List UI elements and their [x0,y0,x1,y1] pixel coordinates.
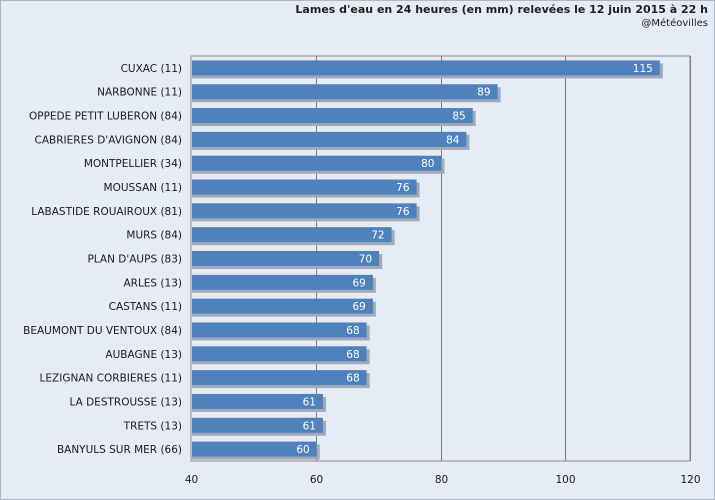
bar [192,84,498,100]
chart-credit: @Météovilles [641,18,708,29]
bar [192,227,392,243]
bar [192,346,367,362]
category-label: NARBONNE (11) [97,87,182,99]
bar-value-label: 80 [421,158,434,170]
bar-value-label: 76 [396,206,410,218]
category-label: ARLES (13) [123,277,182,289]
bar-value-label: 68 [346,325,359,337]
bar-value-label: 84 [446,134,460,146]
x-tick-label: 100 [555,474,575,486]
category-label: LABASTIDE ROUAIROUX (81) [31,206,182,218]
bar [192,441,317,457]
category-label: BEAUMONT DU VENTOUX (84) [23,325,182,337]
category-label: CABRIERES D'AVIGNON (84) [35,134,182,146]
bar-value-label: 69 [353,301,366,313]
x-tick-label: 60 [310,474,323,486]
bar-value-label: 68 [346,349,359,361]
bar-value-label: 76 [396,182,410,194]
bar [192,179,417,195]
bar [192,417,323,433]
category-label: MOUSSAN (11) [104,182,182,194]
bar-value-label: 68 [346,373,359,385]
category-label: LA DESTROUSSE (13) [69,396,182,408]
bar-value-label: 89 [477,87,490,99]
category-label: MONTPELLIER (34) [84,158,182,170]
category-label: PLAN D'AUPS (83) [87,254,182,266]
bar [192,60,660,76]
bar [192,274,373,290]
bar-value-label: 61 [303,396,316,408]
category-label: OPPEDE PETIT LUBERON (84) [29,111,182,123]
bar-value-label: 72 [371,230,384,242]
bar [192,393,323,409]
bar-value-label: 69 [353,277,366,289]
category-label: CUXAC (11) [121,63,182,75]
bar [192,251,380,266]
bar-value-label: 85 [452,111,465,123]
bar [192,108,473,124]
x-tick-label: 120 [680,474,700,486]
bar [192,203,417,219]
category-label: MURS (84) [126,230,182,242]
bar [192,298,373,314]
x-tick-label: 40 [185,474,198,486]
bar [192,322,367,338]
category-label: TRETS (13) [123,420,182,432]
bar-value-label: 115 [633,63,653,75]
x-tick-label: 80 [435,474,448,486]
bar-value-label: 70 [359,254,372,266]
bar [192,370,367,386]
bar [192,131,467,147]
chart-title: Lames d'eau en 24 heures (en mm) relevée… [295,3,708,16]
category-label: BANYULS SUR MER (66) [57,444,182,456]
bar-value-label: 61 [303,420,316,432]
category-label: LEZIGNAN CORBIERES (11) [40,373,182,385]
category-label: AUBAGNE (13) [105,349,182,361]
bar-value-label: 60 [296,444,309,456]
category-label: CASTANS (11) [109,301,182,313]
bar [192,155,442,171]
